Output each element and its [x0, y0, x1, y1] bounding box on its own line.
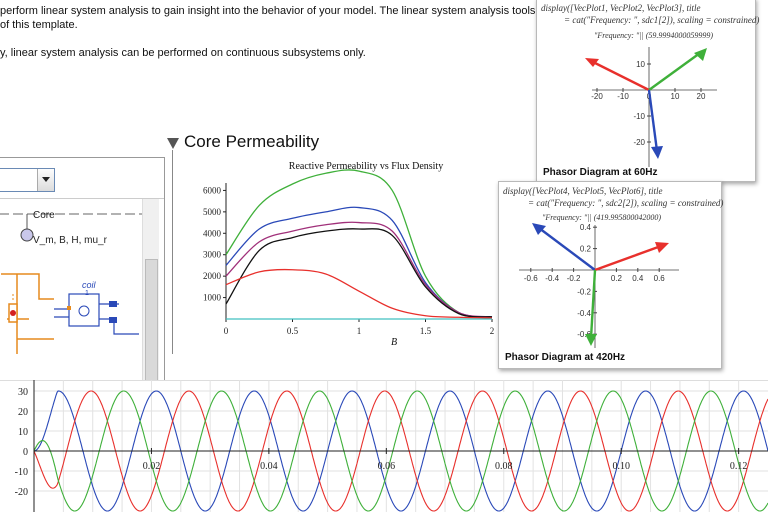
collapse-toggle-icon[interactable] [167, 138, 179, 149]
y-tick-label: 5000 [203, 207, 222, 217]
y-tick-label: -10 [633, 112, 645, 121]
divider [0, 198, 164, 199]
frequency-text: "Frequency: "|| (419.995800042000) [542, 213, 662, 222]
series-line [225, 206, 493, 318]
coil-label: coil [82, 280, 96, 290]
y-tick-label: 6000 [203, 185, 222, 195]
chevron-down-icon[interactable] [37, 169, 54, 191]
x-tick-label: 1.5 [420, 326, 432, 336]
x-axis-label: B [391, 337, 397, 348]
y-tick-label: -10 [15, 467, 28, 478]
x-tick-label: 0.4 [632, 274, 644, 283]
y-tick-label: -20 [15, 487, 28, 498]
scrollbar-thumb[interactable] [145, 259, 158, 381]
model-select-dropdown[interactable] [0, 168, 55, 192]
x-tick-label: -0.6 [524, 274, 538, 283]
x-tick-label: 0.04 [260, 461, 278, 472]
x-tick-label: 0.5 [287, 326, 299, 336]
section-bracket [172, 150, 173, 354]
x-tick-label: -0.4 [545, 274, 559, 283]
block-diagram [0, 213, 142, 354]
frequency-text: "Frequency: "|| (59.9994000059999) [594, 31, 714, 40]
x-tick-label: 0 [224, 326, 229, 336]
section-title: Core Permeability [184, 132, 320, 151]
y-tick-label: 10 [636, 60, 645, 69]
command-line-2: = cat("Frequency: ", sdc2[2]), scaling =… [528, 198, 724, 208]
x-tick-label: 1 [357, 326, 362, 336]
x-tick-label: 10 [671, 92, 680, 101]
y-tick-label: 0.4 [580, 223, 592, 232]
series-line [225, 221, 493, 318]
y-tick-label: 10 [18, 427, 28, 438]
doc-line-3: y, linear system analysis can be perform… [0, 47, 366, 59]
waveform-chart: 30 20 10 0 -10 -20 0.02 0.04 0.06 0.08 0.10 0.12 [0, 380, 768, 512]
x-tick-label: 0.2 [611, 274, 623, 283]
core-label: Core [33, 210, 55, 221]
chart-title: Reactive Permeability vs Flux Density [289, 161, 443, 172]
series-line [33, 390, 768, 512]
phasor-panel-420hz: display([VecPlot4, VecPlot5, VecPlot6], … [498, 181, 724, 369]
y-tick-label: 1000 [203, 293, 222, 303]
phasor-caption-60hz: Phasor Diagram at 60Hz [543, 167, 658, 178]
x-tick-label: 20 [697, 92, 706, 101]
y-tick-label: 0.2 [580, 245, 592, 254]
vertical-scrollbar[interactable] [142, 199, 159, 381]
y-tick-label: 30 [18, 387, 28, 398]
x-tick-label: 0.02 [143, 461, 161, 472]
x-tick-label: 0.06 [378, 461, 396, 472]
x-tick-label: 0.6 [654, 274, 666, 283]
variables-label: V_m, B, H, mu_r [33, 235, 107, 246]
doc-line-1: perform linear system analysis to gain i… [0, 5, 555, 17]
x-tick-label: 2 [490, 326, 495, 336]
y-tick-label: -20 [633, 138, 645, 147]
model-diagram-panel: Core V_m, B, H, mu_r coil 1 [0, 157, 165, 382]
command-line-1: display([VecPlot4, VecPlot5, VecPlot6], … [503, 186, 663, 196]
phasor-plot-420hz: -0.6 -0.4 -0.2 0.2 0.4 0.6 0.4 0.2 -0.2 -0.4 -0.6 [519, 223, 679, 348]
x-tick-label: 0.12 [730, 461, 748, 472]
y-tick-label: -0.2 [577, 287, 591, 296]
series-line [225, 268, 493, 319]
series-line [225, 169, 493, 318]
coil-number: 1 [85, 290, 89, 297]
y-tick-label: -0.4 [577, 309, 591, 318]
phasor-plot-60hz: -20-100102010-10-20 [585, 47, 717, 167]
y-tick-label: -0.6 [577, 330, 591, 339]
x-tick-label: -0.2 [567, 274, 581, 283]
y-tick-label: 20 [18, 407, 28, 418]
y-tick-label: 2000 [203, 271, 222, 281]
y-tick-label: 0 [23, 447, 28, 458]
command-line-1: display([VecPlot1, VecPlot2, VecPlot3], … [541, 3, 701, 13]
y-tick-label: 3000 [203, 250, 222, 260]
x-tick-label: -20 [591, 92, 603, 101]
phasor-caption-420hz: Phasor Diagram at 420Hz [505, 352, 626, 363]
permeability-chart: Reactive Permeability vs Flux Density 0 0… [203, 161, 495, 348]
command-line-2: = cat("Frequency: ", sdc1[2]), scaling =… [564, 15, 760, 25]
x-tick-label: 0.10 [612, 461, 630, 472]
series-line [33, 390, 768, 512]
doc-line-2: of this template. [0, 19, 78, 31]
y-tick-label: 4000 [203, 228, 222, 238]
phasor-panel-60hz: display([VecPlot1, VecPlot2, VecPlot3], … [536, 0, 760, 182]
x-tick-label: -10 [617, 92, 629, 101]
series-line [225, 228, 493, 318]
x-tick-label: 0.08 [495, 461, 513, 472]
